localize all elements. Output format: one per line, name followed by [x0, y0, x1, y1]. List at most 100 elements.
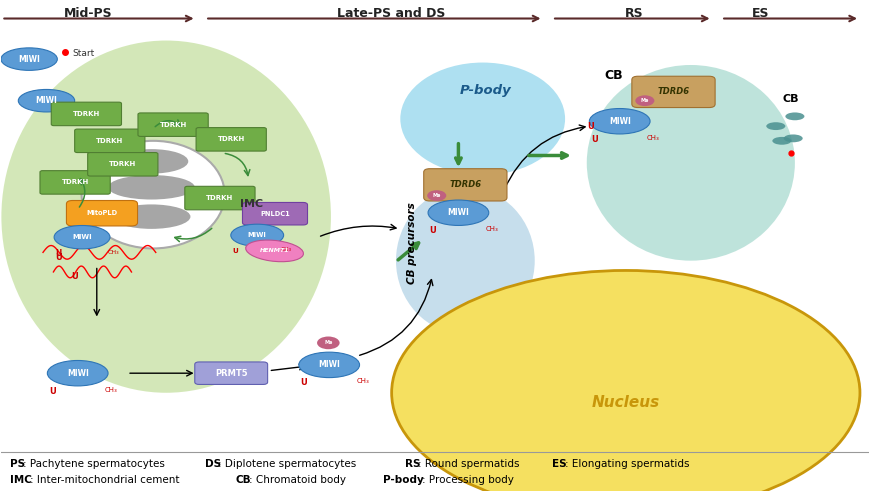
Text: U: U: [49, 387, 56, 396]
Text: U: U: [590, 134, 597, 144]
Circle shape: [427, 190, 446, 201]
FancyBboxPatch shape: [423, 169, 507, 201]
Text: TDRKH: TDRKH: [96, 138, 123, 144]
Text: CB: CB: [604, 69, 622, 82]
FancyBboxPatch shape: [66, 201, 137, 226]
Ellipse shape: [108, 175, 195, 200]
Text: MIWI: MIWI: [608, 117, 630, 126]
Text: CH₃: CH₃: [105, 387, 117, 393]
Text: U: U: [55, 253, 62, 262]
Ellipse shape: [54, 225, 109, 249]
Text: : Elongating spermatids: : Elongating spermatids: [565, 459, 689, 469]
FancyBboxPatch shape: [51, 102, 122, 125]
Ellipse shape: [428, 200, 488, 225]
Ellipse shape: [586, 65, 794, 261]
Text: P-body: P-body: [382, 475, 423, 485]
FancyBboxPatch shape: [88, 153, 158, 176]
FancyBboxPatch shape: [75, 129, 145, 153]
Ellipse shape: [112, 204, 190, 229]
Text: Me: Me: [432, 193, 441, 198]
Text: MIWI: MIWI: [36, 96, 57, 105]
Ellipse shape: [47, 361, 108, 386]
Ellipse shape: [18, 90, 75, 112]
Ellipse shape: [400, 62, 565, 175]
Text: MIWI: MIWI: [248, 232, 267, 238]
Text: PNLDC1: PNLDC1: [260, 211, 289, 216]
Text: : Round spermatids: : Round spermatids: [417, 459, 519, 469]
FancyBboxPatch shape: [138, 113, 208, 136]
Text: IMC: IMC: [10, 475, 32, 485]
Text: Mid-PS: Mid-PS: [63, 6, 112, 20]
Text: MIWI: MIWI: [18, 55, 40, 63]
Text: U: U: [70, 272, 77, 281]
Text: CB: CB: [781, 94, 798, 104]
Ellipse shape: [395, 187, 534, 334]
Text: CH₃: CH₃: [647, 135, 659, 141]
Text: CH₃: CH₃: [281, 247, 292, 252]
Ellipse shape: [391, 271, 859, 492]
FancyBboxPatch shape: [40, 171, 110, 194]
FancyBboxPatch shape: [242, 203, 307, 225]
Text: Start: Start: [72, 49, 95, 58]
Text: CH₃: CH₃: [485, 226, 498, 232]
Text: ES: ES: [552, 459, 566, 469]
Text: PRMT5: PRMT5: [215, 369, 248, 378]
Ellipse shape: [82, 141, 224, 248]
Ellipse shape: [1, 48, 57, 70]
Text: RS: RS: [404, 459, 420, 469]
FancyBboxPatch shape: [196, 127, 266, 151]
Text: Late-PS and DS: Late-PS and DS: [337, 6, 445, 20]
Text: MitoPLD: MitoPLD: [86, 210, 117, 216]
Text: CB: CB: [235, 475, 251, 485]
Text: Me: Me: [324, 340, 332, 345]
Ellipse shape: [772, 137, 791, 145]
Text: CB precursors: CB precursors: [406, 203, 416, 284]
FancyBboxPatch shape: [184, 186, 255, 210]
Text: : Chromatoid body: : Chromatoid body: [249, 475, 345, 485]
Text: TDRD6: TDRD6: [448, 181, 481, 189]
Text: P-body: P-body: [459, 84, 511, 97]
Text: TDRKH: TDRKH: [109, 161, 136, 167]
Circle shape: [634, 95, 653, 106]
Text: MIWI: MIWI: [72, 234, 92, 240]
Text: : Diplotene spermatocytes: : Diplotene spermatocytes: [218, 459, 356, 469]
Text: DS: DS: [205, 459, 221, 469]
Text: TDRKH: TDRKH: [217, 136, 244, 142]
Ellipse shape: [245, 240, 303, 262]
Text: U: U: [429, 226, 435, 235]
Text: MIWI: MIWI: [447, 208, 468, 217]
Text: U: U: [587, 122, 594, 130]
Text: U: U: [232, 248, 237, 254]
Ellipse shape: [230, 224, 283, 246]
Text: TDRD6: TDRD6: [657, 88, 689, 96]
FancyBboxPatch shape: [195, 362, 268, 384]
Text: RS: RS: [625, 6, 643, 20]
Text: U: U: [56, 249, 62, 258]
Text: ES: ES: [751, 6, 768, 20]
Text: TDRKH: TDRKH: [206, 195, 233, 201]
Ellipse shape: [299, 352, 359, 377]
Ellipse shape: [588, 109, 649, 134]
Ellipse shape: [785, 113, 804, 120]
Text: MIWI: MIWI: [318, 360, 340, 369]
Text: : Pachytene spermatocytes: : Pachytene spermatocytes: [23, 459, 165, 469]
FancyBboxPatch shape: [631, 76, 714, 108]
Text: MIWI: MIWI: [67, 369, 89, 378]
Ellipse shape: [783, 134, 802, 142]
Circle shape: [316, 337, 339, 349]
Ellipse shape: [115, 149, 188, 174]
Text: HENMT1: HENMT1: [260, 248, 289, 253]
Text: U: U: [300, 378, 307, 387]
Text: : Inter-mitochondrial cement: : Inter-mitochondrial cement: [30, 475, 179, 485]
Text: IMC: IMC: [240, 199, 262, 210]
Text: TDRKH: TDRKH: [73, 111, 100, 117]
Text: CH₃: CH₃: [356, 378, 368, 384]
Ellipse shape: [766, 122, 785, 130]
Text: Me: Me: [640, 98, 648, 103]
Ellipse shape: [2, 40, 330, 393]
Text: PS: PS: [10, 459, 25, 469]
Text: TDRKH: TDRKH: [159, 122, 187, 127]
Text: Nucleus: Nucleus: [591, 395, 660, 410]
Text: : Processing body: : Processing body: [421, 475, 514, 485]
Text: CH₃: CH₃: [107, 250, 119, 255]
